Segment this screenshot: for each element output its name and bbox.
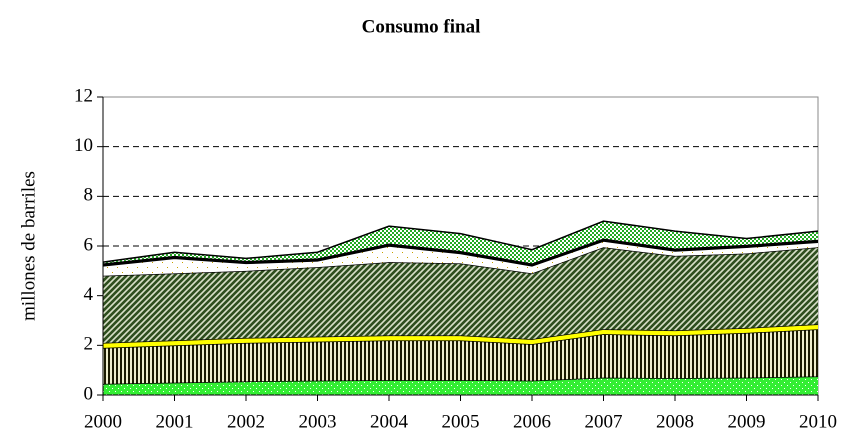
x-tick-label: 2010	[799, 411, 837, 432]
y-tick-label: 2	[84, 334, 94, 355]
y-tick-label: 4	[84, 284, 94, 305]
area	[103, 221, 818, 264]
chart-title: Consumo final	[362, 16, 481, 37]
x-tick-label: 2002	[227, 411, 265, 432]
area	[103, 241, 818, 276]
area	[103, 247, 818, 343]
x-tick-label: 2006	[513, 411, 551, 432]
y-tick-label: 6	[84, 234, 94, 255]
x-tick-label: 2000	[84, 411, 122, 432]
y-tick-label: 0	[84, 383, 94, 404]
x-tick-label: 2003	[299, 411, 337, 432]
x-tick-label: 2007	[585, 411, 623, 432]
x-tick-label: 2005	[442, 411, 480, 432]
y-axis-label: millones de barriles	[18, 171, 39, 321]
area-edge	[102, 220, 819, 263]
x-tick-label: 2008	[656, 411, 694, 432]
y-tick-label: 12	[74, 85, 93, 106]
x-tick-label: 2004	[370, 411, 409, 432]
area	[103, 238, 818, 266]
x-tick-label: 2001	[156, 411, 194, 432]
x-tick-label: 2009	[728, 411, 766, 432]
y-tick-label: 8	[84, 185, 94, 206]
y-tick-label: 10	[74, 135, 93, 156]
